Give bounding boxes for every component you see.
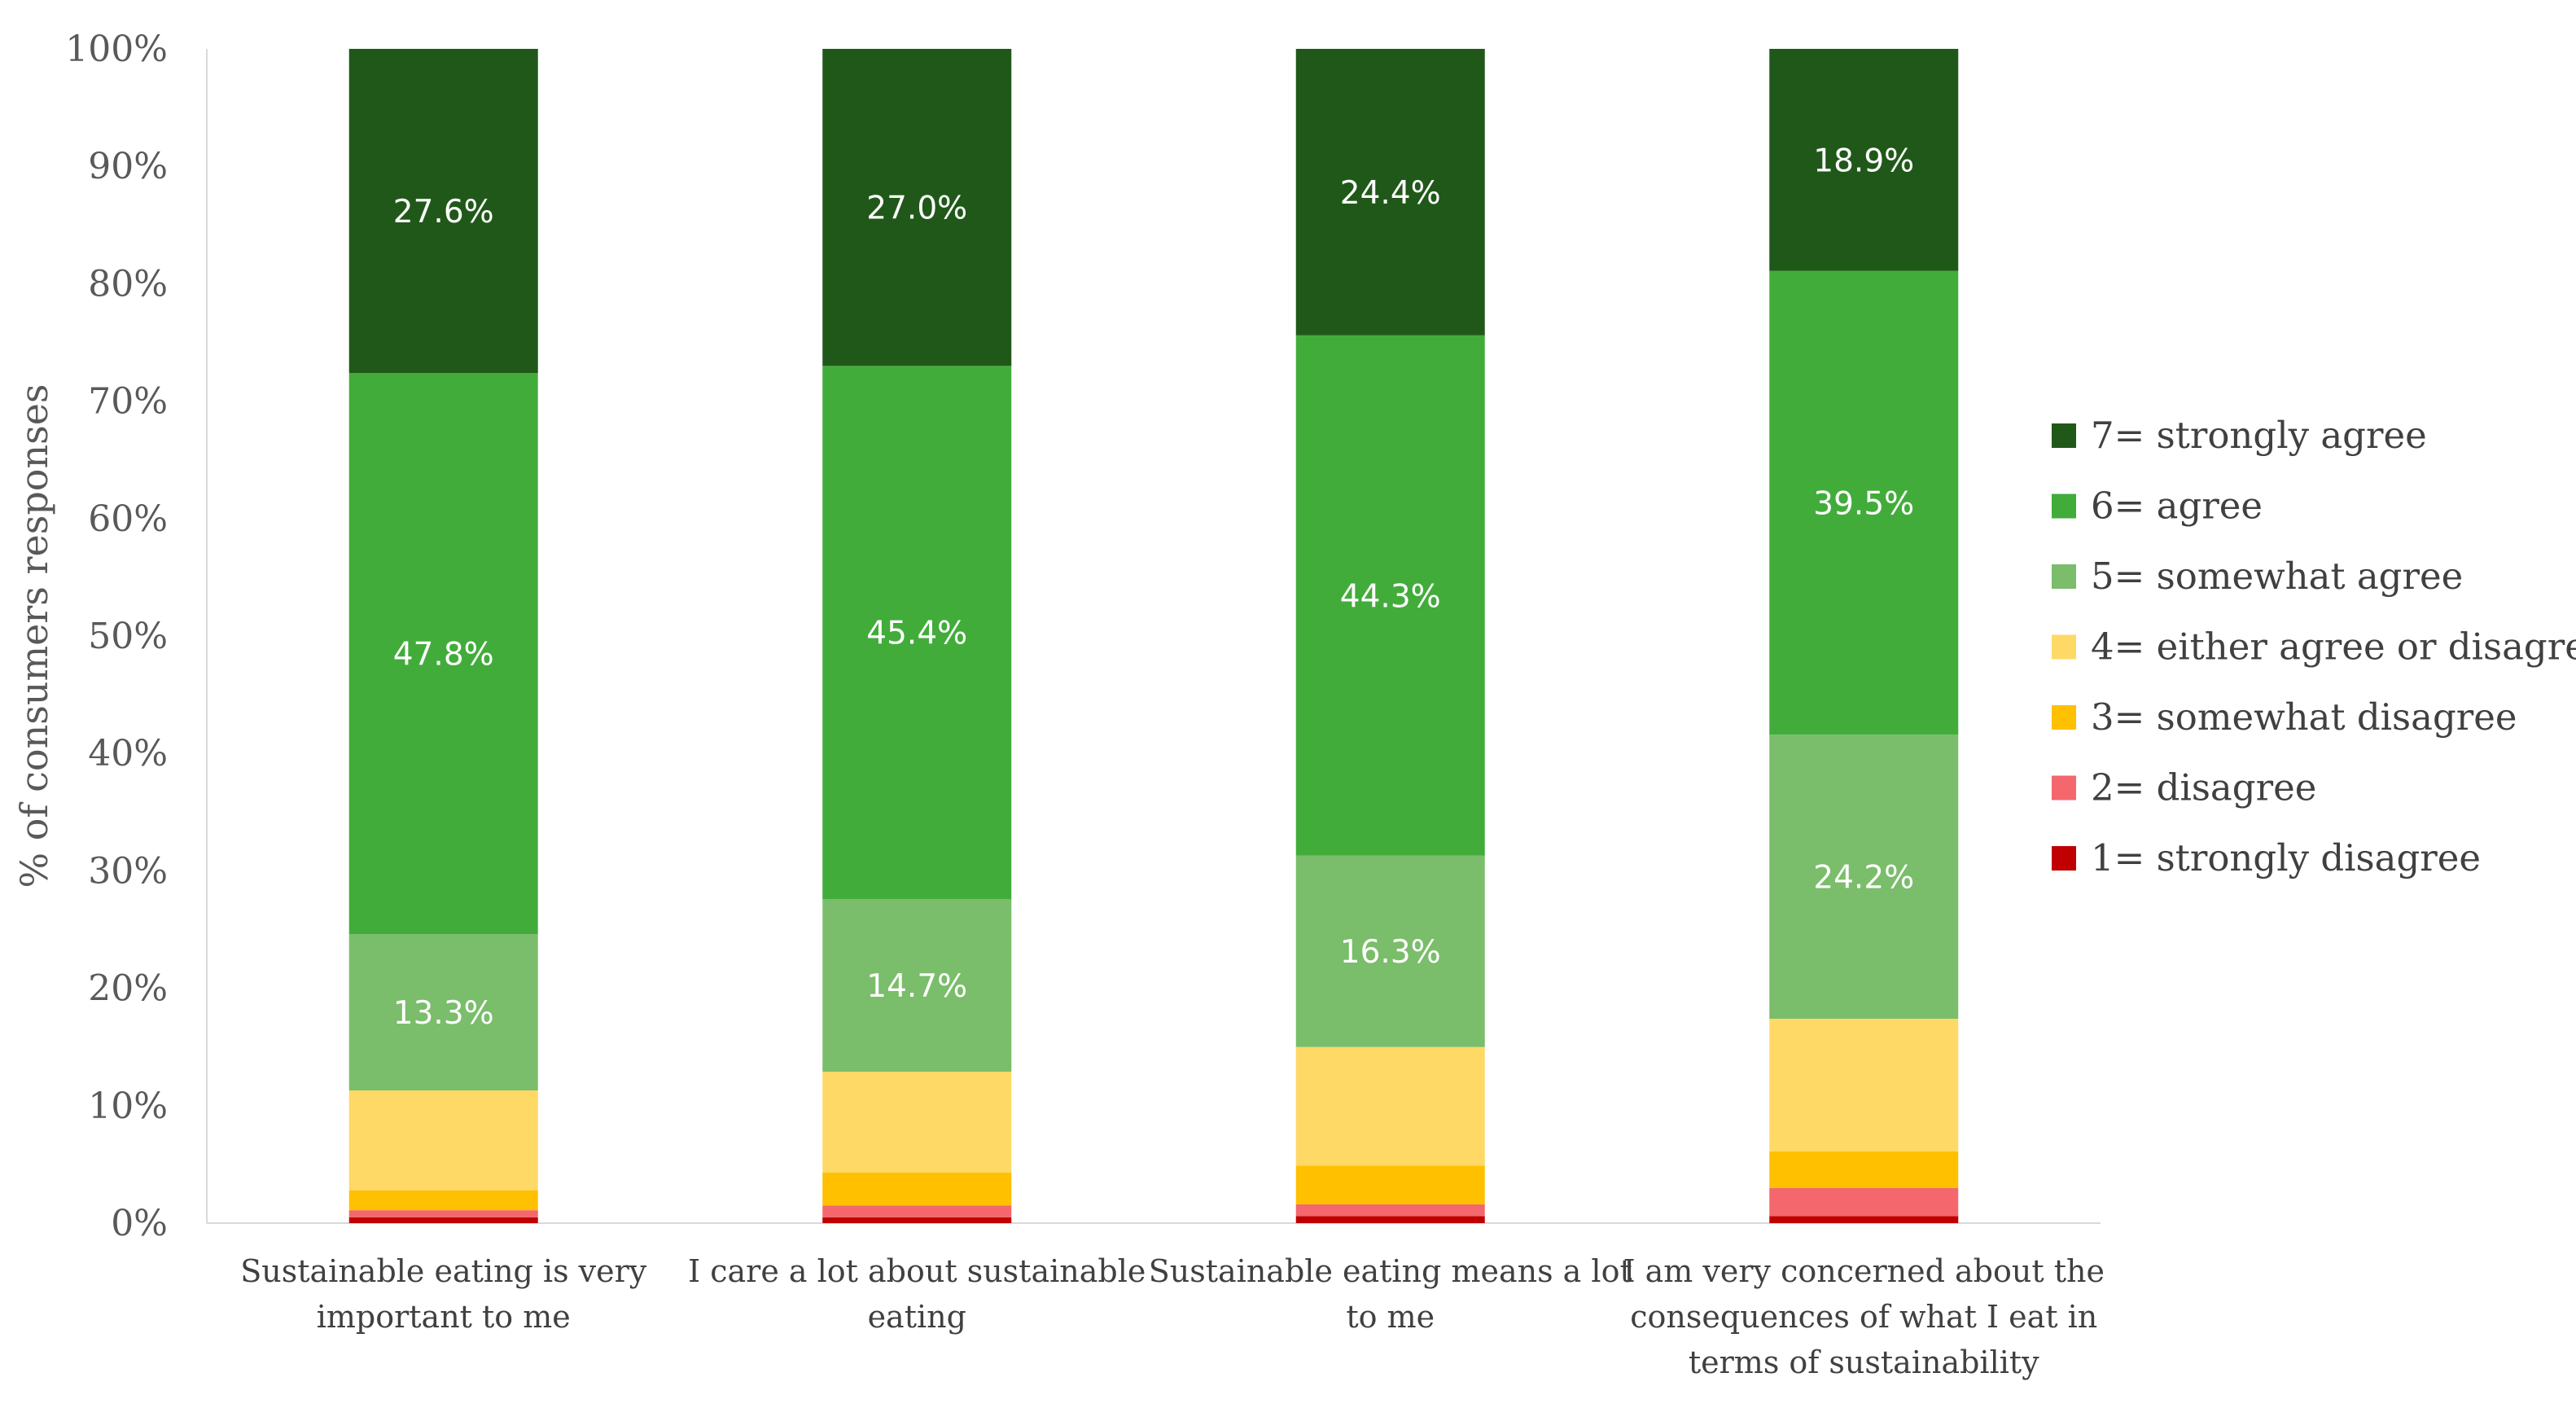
y-tick-label: 90% bbox=[88, 146, 168, 187]
bar-segment bbox=[1295, 1165, 1485, 1204]
bar-segment bbox=[1295, 49, 1485, 336]
bar-segment bbox=[348, 1210, 538, 1217]
bar-segment bbox=[348, 934, 538, 1091]
y-tick-label: 100% bbox=[65, 29, 168, 70]
legend-swatch bbox=[2052, 493, 2076, 519]
bar-segment bbox=[1769, 735, 1959, 1020]
legend-swatch bbox=[2052, 564, 2076, 589]
data-label: 24.4% bbox=[1340, 175, 1441, 212]
data-label: 16.3% bbox=[1340, 934, 1441, 971]
bar-segment bbox=[1769, 49, 1959, 271]
x-category-label: Sustainable eating means a lot to me bbox=[1149, 1253, 1632, 1335]
bar-segment bbox=[822, 366, 1012, 900]
legend-label: 3= somewhat disagree bbox=[2091, 695, 2517, 739]
bar-segment bbox=[822, 1172, 1012, 1206]
bar-segment bbox=[348, 1090, 538, 1191]
bar-segment bbox=[1295, 855, 1485, 1047]
data-label: 24.2% bbox=[1813, 860, 1914, 897]
data-label: 39.5% bbox=[1813, 485, 1914, 522]
legend-label: 4= either agree or disagree bbox=[2091, 625, 2576, 669]
axes-layer: 0% 10% 20% 30% 40% 50% 60% 70% 80% 90% 100% % of co… bbox=[12, 29, 2105, 1380]
y-axis-title: % of consumers responses bbox=[12, 384, 56, 888]
legend-label: 7= strongly agree bbox=[2091, 414, 2427, 457]
y-tick-label: 0% bbox=[111, 1203, 168, 1244]
legend-label: 5= somewhat agree bbox=[2091, 555, 2463, 598]
bar-segment bbox=[1295, 1046, 1485, 1166]
legend-swatch bbox=[2052, 846, 2076, 871]
bar-segment bbox=[1769, 1151, 1959, 1188]
legend-label: 1= strongly disagree bbox=[2091, 836, 2481, 879]
bar-segment bbox=[822, 1205, 1012, 1217]
data-label: 44.3% bbox=[1340, 578, 1441, 615]
bar-segment bbox=[822, 49, 1012, 366]
legend-swatch bbox=[2052, 423, 2076, 448]
data-label: 14.7% bbox=[866, 968, 967, 1005]
bar-segment bbox=[822, 899, 1012, 1072]
legend: 7= strongly agree 6= agree 5= somewhat agr… bbox=[2052, 414, 2576, 879]
bar-segment bbox=[1769, 1019, 1959, 1152]
data-label: 45.4% bbox=[866, 616, 967, 652]
bar-segment bbox=[1295, 1216, 1485, 1223]
legend-swatch bbox=[2052, 634, 2076, 660]
bars-layer bbox=[348, 49, 1959, 1223]
bar-segment bbox=[348, 1217, 538, 1223]
data-label: 27.0% bbox=[866, 191, 967, 227]
bar-segment bbox=[1769, 270, 1959, 735]
y-tick-label: 40% bbox=[88, 733, 168, 774]
data-label: 27.6% bbox=[393, 194, 494, 230]
bar-segment bbox=[1295, 1204, 1485, 1217]
bar-segment bbox=[1295, 335, 1485, 856]
y-tick-label: 80% bbox=[88, 263, 168, 305]
bar-segment bbox=[348, 49, 538, 373]
data-label: 18.9% bbox=[1813, 143, 1914, 179]
bar-segment bbox=[1769, 1216, 1959, 1223]
legend-label: 6= agree bbox=[2091, 485, 2263, 528]
bar-segment bbox=[348, 1190, 538, 1211]
bar-segment bbox=[822, 1071, 1012, 1173]
y-tick-label: 70% bbox=[88, 381, 168, 423]
y-tick-label: 60% bbox=[88, 498, 168, 540]
y-tick-label: 50% bbox=[88, 616, 168, 657]
bar-segment bbox=[348, 372, 538, 935]
legend-swatch bbox=[2052, 775, 2076, 800]
legend-swatch bbox=[2052, 705, 2076, 730]
y-tick-label: 20% bbox=[88, 968, 168, 1010]
x-category-label: I care a lot about sustainable eating bbox=[688, 1253, 1146, 1335]
bar-segment bbox=[1769, 1187, 1959, 1217]
y-tick-label: 10% bbox=[88, 1086, 168, 1127]
data-label: 47.8% bbox=[393, 637, 494, 673]
labels-layer: 13.3% 47.8% 27.6% 14.7% 45.4% 27.0% 16.3% 44.3%… bbox=[393, 143, 1914, 1032]
x-category-label: Sustainable eating is very important to m… bbox=[240, 1253, 647, 1335]
bar-segment bbox=[822, 1217, 1012, 1223]
data-label: 13.3% bbox=[393, 995, 494, 1032]
y-tick-label: 30% bbox=[88, 850, 168, 892]
legend-label: 2= disagree bbox=[2091, 766, 2316, 809]
x-category-label: I am very concerned about the consequence… bbox=[1623, 1253, 2105, 1380]
